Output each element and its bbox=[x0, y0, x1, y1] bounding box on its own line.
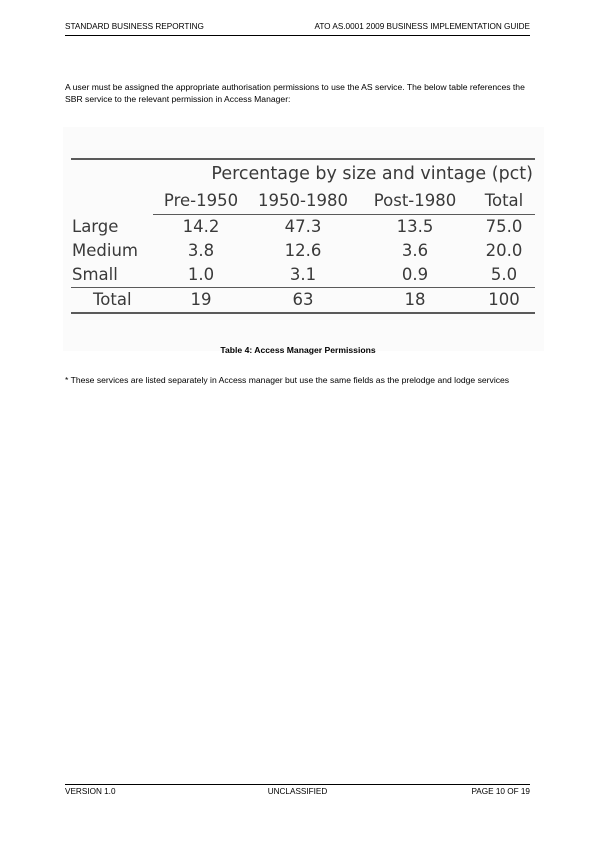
total-cell: 18 bbox=[357, 287, 473, 314]
table-total-row: Total 19 63 18 100 bbox=[71, 287, 535, 314]
total-cell: 63 bbox=[249, 287, 357, 314]
table-cell: 3.6 bbox=[401, 241, 429, 260]
footer-classification: UNCLASSIFIED bbox=[267, 787, 328, 796]
table-cell: 14.2 bbox=[182, 217, 220, 236]
total-label: Total bbox=[71, 287, 153, 314]
table-row: Small 1.0 3.1 0.9 5.0 bbox=[71, 263, 535, 288]
table-cell: 47.3 bbox=[284, 217, 322, 236]
column-header: 1950-1980 bbox=[249, 188, 357, 215]
row-label: Large bbox=[72, 216, 119, 236]
footer-version: VERSION 1.0 bbox=[65, 787, 116, 796]
footnote: * These services are listed separately i… bbox=[65, 375, 510, 385]
size-vintage-table: Percentage by size and vintage (pct) Pre… bbox=[71, 158, 535, 314]
table-row: Medium 3.8 12.6 3.6 20.0 bbox=[71, 239, 535, 263]
table-header-blank bbox=[71, 188, 153, 215]
table-caption: Table 4: Access Manager Permissions bbox=[220, 345, 376, 355]
row-label: Small bbox=[72, 265, 118, 284]
table-cell: 3.1 bbox=[289, 265, 317, 284]
total-cell: 19 bbox=[153, 287, 249, 314]
column-header: Total bbox=[473, 188, 535, 215]
column-header: Pre-1950 bbox=[153, 188, 249, 215]
header-left-title: STANDARD BUSINESS REPORTING bbox=[65, 22, 204, 31]
row-label: Medium bbox=[72, 241, 138, 260]
total-cell: 100 bbox=[473, 287, 535, 314]
table-title: Percentage by size and vintage (pct) bbox=[153, 158, 535, 188]
table-cell: 20.0 bbox=[485, 241, 523, 260]
table-cell: 0.9 bbox=[401, 265, 429, 284]
page-header: STANDARD BUSINESS REPORTING ATO AS.0001 … bbox=[65, 19, 530, 36]
table-cell: 1.0 bbox=[187, 265, 215, 284]
table-cell: 3.8 bbox=[187, 241, 215, 260]
header-right-title: ATO AS.0001 2009 BUSINESS IMPLEMENTATION… bbox=[314, 22, 530, 31]
table-cell: 75.0 bbox=[485, 217, 523, 236]
table-row: Large 14.2 47.3 13.5 75.0 bbox=[71, 215, 535, 240]
table-header-row: Pre-1950 1950-1980 Post-1980 Total bbox=[71, 188, 535, 215]
table-cell: 12.6 bbox=[284, 241, 322, 260]
page-footer: VERSION 1.0 UNCLASSIFIED PAGE 10 OF 19 bbox=[65, 784, 530, 799]
permissions-table-image: Percentage by size and vintage (pct) Pre… bbox=[63, 127, 544, 351]
intro-paragraph: A user must be assigned the appropriate … bbox=[65, 82, 525, 104]
column-header: Post-1980 bbox=[357, 188, 473, 215]
table-cell: 5.0 bbox=[490, 265, 518, 284]
table-corner-cell bbox=[71, 158, 153, 188]
footer-page-number: PAGE 10 OF 19 bbox=[471, 787, 530, 796]
table-title-row: Percentage by size and vintage (pct) bbox=[71, 158, 535, 188]
table-cell: 13.5 bbox=[396, 217, 434, 236]
